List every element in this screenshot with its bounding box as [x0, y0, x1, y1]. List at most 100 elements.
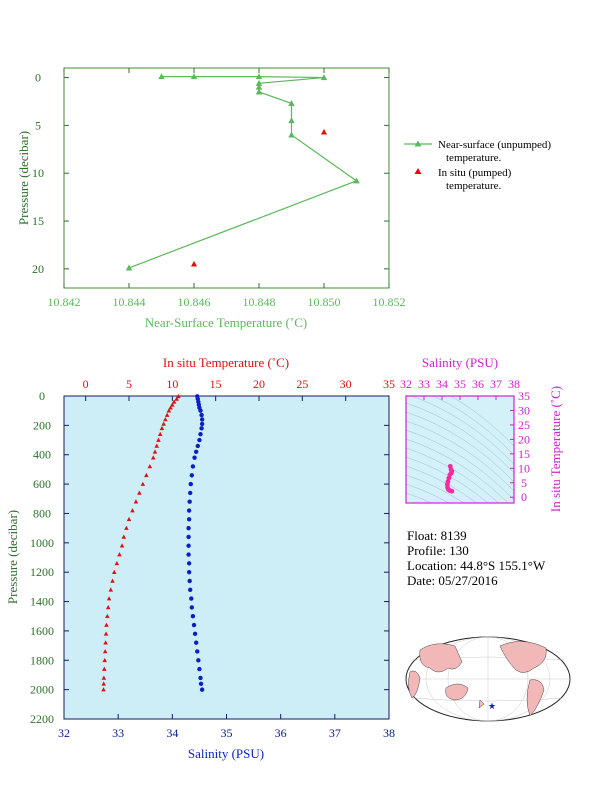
pressure-tick-label: 1000	[30, 536, 54, 550]
ts-contour-line	[411, 396, 514, 465]
salinity-point	[189, 605, 195, 610]
salinity-point	[190, 464, 196, 469]
salinity-point	[198, 431, 203, 437]
ts-contour-line	[406, 402, 514, 474]
top-x-axis-label: Near-Surface Temperature (˚C)	[145, 315, 307, 330]
ts-y-tick-label: 35	[518, 389, 530, 403]
salinity-profile-markers	[186, 394, 205, 692]
map-asia	[419, 643, 463, 673]
main-axis-ticks: 0 5 10 15 20 25 30 35 32 33 34 35 36 37 38 0 200 400 600 80…	[30, 377, 395, 740]
salinity-point	[199, 426, 204, 431]
temperature-point	[105, 613, 110, 619]
near-surface-point	[353, 177, 360, 184]
temperature-point	[152, 449, 158, 454]
temperature-point	[171, 399, 177, 404]
top-y-tick-label: 10	[32, 166, 44, 180]
temp-tick-label: 5	[126, 377, 132, 391]
ts-contour-line	[432, 396, 514, 456]
temperature-point	[140, 481, 146, 486]
float-info: Float: 8139 Profile: 130 Location: 44.8°…	[407, 528, 546, 588]
salinity-point	[186, 569, 192, 575]
top-x-tick-label: 10.848	[243, 295, 276, 309]
temperature-point	[102, 657, 108, 663]
ts-contour-line	[406, 465, 477, 503]
main-plot-background	[63, 395, 390, 720]
salinity-point	[199, 412, 204, 418]
temperature-point	[147, 464, 153, 469]
salinity-point	[187, 578, 192, 584]
top-x-tick-label: 10.850	[308, 295, 341, 309]
near-surface-point	[158, 73, 165, 80]
ts-x-tick-label: 36	[472, 377, 484, 391]
temperature-point	[161, 421, 166, 426]
main-y-axis-label: Pressure (decibar)	[5, 510, 20, 604]
profile-chart: 0 5 10 15 20 25 30 35 32 33 34 35 36 37 38 0 200 400 600 80…	[5, 355, 395, 761]
ts-y-tick-label: 25	[518, 418, 530, 432]
ts-contour-line	[406, 420, 514, 492]
world-map: ★	[405, 636, 571, 722]
salinity-point	[186, 561, 192, 566]
near-surface-point	[288, 117, 295, 124]
ts-plot-background	[406, 396, 514, 503]
salinity-point	[186, 508, 192, 513]
temp-tick-label: 25	[296, 377, 308, 391]
temperature-point	[168, 405, 173, 410]
temperature-point	[106, 596, 112, 601]
legend-marker-in-situ	[414, 168, 422, 174]
map-north-america	[499, 641, 547, 673]
near-surface-point	[320, 74, 328, 81]
salinity-tick-label: 38	[383, 726, 395, 740]
in-situ-point	[190, 260, 198, 267]
salinity-point	[195, 443, 200, 449]
temperature-profile-markers	[101, 393, 181, 692]
temperature-point	[102, 666, 107, 671]
temperature-point	[174, 396, 179, 401]
legend-near-surface-line1: Near-surface (unpumped)	[438, 139, 551, 151]
temperature-point	[130, 508, 135, 513]
temperature-point	[164, 412, 170, 417]
main-bottom-axis-label: Salinity (PSU)	[188, 746, 264, 761]
temperature-point	[170, 402, 175, 407]
salinity-point	[188, 587, 193, 592]
top-y-tick-label: 0	[35, 71, 41, 85]
near-surface-series-line	[128, 76, 358, 269]
near-surface-point	[255, 83, 263, 90]
salinity-point	[193, 640, 199, 645]
temp-tick-label: 15	[210, 377, 222, 391]
pressure-tick-label: 0	[39, 389, 45, 403]
salinity-point	[186, 517, 192, 522]
top-y-tick-label: 15	[32, 214, 44, 228]
top-y-tick-label: 5	[35, 118, 41, 132]
temperature-point	[154, 443, 160, 448]
near-surface-point	[288, 99, 295, 106]
legend-in-situ-line2: temperature.	[446, 180, 502, 192]
temperature-point	[114, 560, 120, 566]
top-legend: Near-surface (unpumped) temperature. In …	[404, 139, 551, 192]
salinity-point	[198, 675, 203, 681]
salinity-point	[186, 552, 191, 557]
date: Date: 05/27/2016	[407, 573, 498, 588]
temperature-point	[103, 631, 109, 636]
pressure-tick-label: 800	[33, 506, 51, 520]
pressure-tick-label: 600	[33, 477, 51, 491]
ts-contour-line	[450, 396, 514, 447]
ts-y-tick-label: 30	[518, 403, 530, 417]
temperature-point	[150, 455, 156, 460]
ts-contour-line	[406, 492, 432, 503]
ts-contour-line	[406, 456, 489, 503]
near-surface-temperature-chart: 10.842 10.844 10.846 10.848 10.850 10.852 0 5 10…	[16, 67, 551, 330]
temperature-point	[111, 569, 117, 574]
temperature-point	[119, 543, 125, 548]
salinity-point	[198, 408, 203, 413]
salinity-point	[188, 481, 193, 487]
ts-y-tick-label: 20	[518, 432, 530, 446]
temperature-point	[101, 681, 106, 686]
ts-contour-line	[406, 447, 499, 503]
ts-contour-line	[406, 438, 509, 503]
salinity-tick-label: 33	[112, 726, 124, 740]
near-surface-point	[288, 131, 295, 138]
legend-near-surface-line2: temperature.	[446, 152, 502, 164]
temp-tick-label: 10	[166, 377, 178, 391]
map-australia	[445, 683, 469, 701]
ts-y-tick-label: 10	[518, 461, 530, 475]
